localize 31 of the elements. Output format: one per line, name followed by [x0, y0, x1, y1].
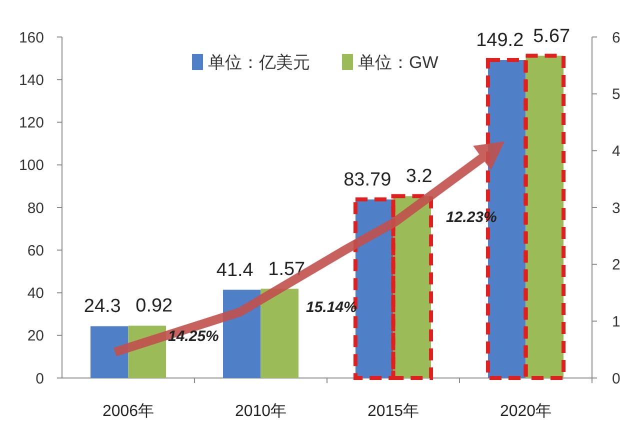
- y-tick-label: 140: [18, 72, 44, 89]
- y2-tick-label: 5: [612, 86, 620, 104]
- y2-tick-label: 6: [612, 29, 620, 46]
- data-label: 83.79: [344, 169, 392, 190]
- legend-label: 单位：GW: [358, 52, 438, 72]
- data-label: 1.57: [268, 258, 306, 280]
- y-tick-label: 0: [36, 370, 44, 388]
- x-tick-label: 2010年: [234, 403, 287, 420]
- x-tick-label: 2015年: [367, 403, 420, 420]
- y-tick-label: 80: [27, 200, 44, 217]
- y2-tick-label: 4: [612, 142, 620, 160]
- x-tick-label: 2020年: [500, 403, 552, 420]
- x-tick-label: 2006年: [102, 403, 154, 420]
- y-tick-label: 20: [27, 328, 44, 345]
- y2-tick-label: 3: [612, 200, 620, 217]
- data-label: 41.4: [216, 260, 254, 281]
- y2-tick-label: 1: [612, 313, 620, 330]
- y-tick-label: 120: [18, 114, 44, 132]
- legend-label: 单位：亿美元: [208, 52, 310, 72]
- data-label: 3.2: [406, 166, 432, 188]
- data-label: 0.92: [136, 296, 173, 317]
- y-tick-label: 160: [18, 29, 44, 46]
- y2-tick-label: 0: [612, 370, 620, 388]
- data-label: 149.2: [476, 30, 524, 52]
- y-tick-label: 60: [27, 242, 44, 260]
- data-label: 24.3: [84, 296, 121, 318]
- annotation: 14.25%: [168, 328, 219, 345]
- y-tick-label: 40: [27, 285, 44, 302]
- data-label: 5.67: [533, 26, 570, 47]
- y2-tick-label: 2: [612, 256, 620, 274]
- y-tick-label: 100: [18, 157, 44, 174]
